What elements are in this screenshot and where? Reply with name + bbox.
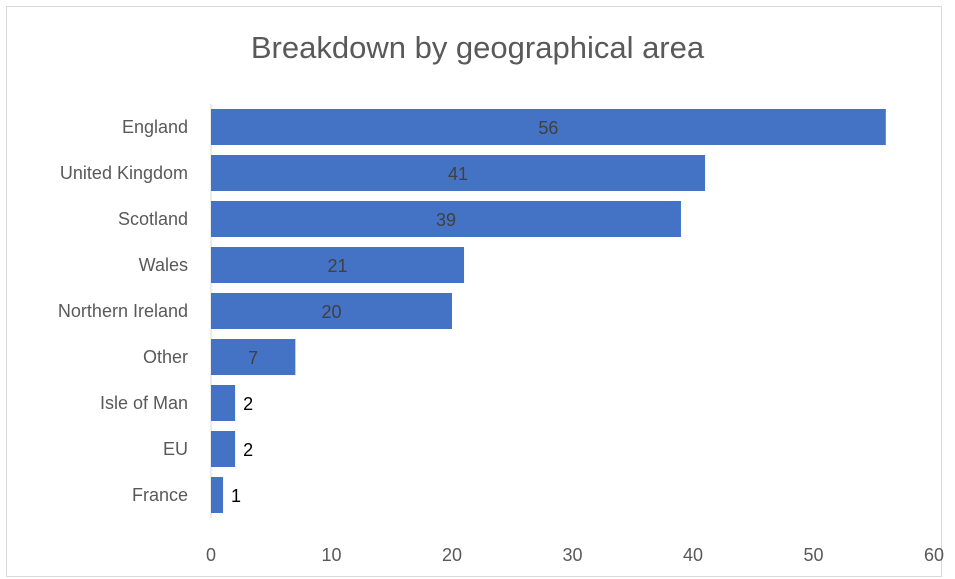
x-tick-label: 10 — [321, 545, 341, 565]
x-tick-label: 0 — [206, 545, 216, 565]
data-label: 20 — [321, 302, 341, 322]
category-label: Isle of Man — [100, 393, 188, 413]
bar — [211, 477, 224, 513]
bar — [211, 339, 296, 375]
category-label: Wales — [139, 255, 188, 275]
bar — [211, 109, 886, 145]
chart-area — [6, 6, 942, 577]
data-label: 2 — [243, 394, 253, 414]
bars — [211, 109, 886, 513]
bar — [211, 247, 465, 283]
data-label: 2 — [243, 440, 253, 460]
category-label: France — [132, 485, 188, 505]
category-label: United Kingdom — [60, 163, 188, 183]
bar — [211, 431, 236, 467]
data-label: 21 — [328, 256, 348, 276]
category-label: EU — [163, 439, 188, 459]
category-label: Other — [143, 347, 188, 367]
category-label: England — [122, 117, 188, 137]
x-tick-label: 40 — [683, 545, 703, 565]
axes: 0 10 20 30 40 50 60 England United Kingdom Scotla… — [58, 104, 944, 565]
data-label: 56 — [538, 118, 558, 138]
x-tick-label: 50 — [803, 545, 823, 565]
bar — [211, 293, 452, 329]
data-label: 41 — [448, 164, 468, 184]
category-label: Northern Ireland — [58, 301, 188, 321]
data-label: 7 — [248, 348, 258, 368]
data-label: 39 — [436, 210, 456, 230]
bar — [211, 155, 706, 191]
bar — [211, 385, 236, 421]
data-label: 1 — [231, 486, 241, 506]
x-tick-label: 20 — [442, 545, 462, 565]
x-tick-label: 30 — [562, 545, 582, 565]
chart-title: Breakdown by geographical area — [250, 30, 705, 65]
x-tick-label: 60 — [924, 545, 944, 565]
bar — [211, 201, 681, 237]
category-label: Scotland — [118, 209, 188, 229]
